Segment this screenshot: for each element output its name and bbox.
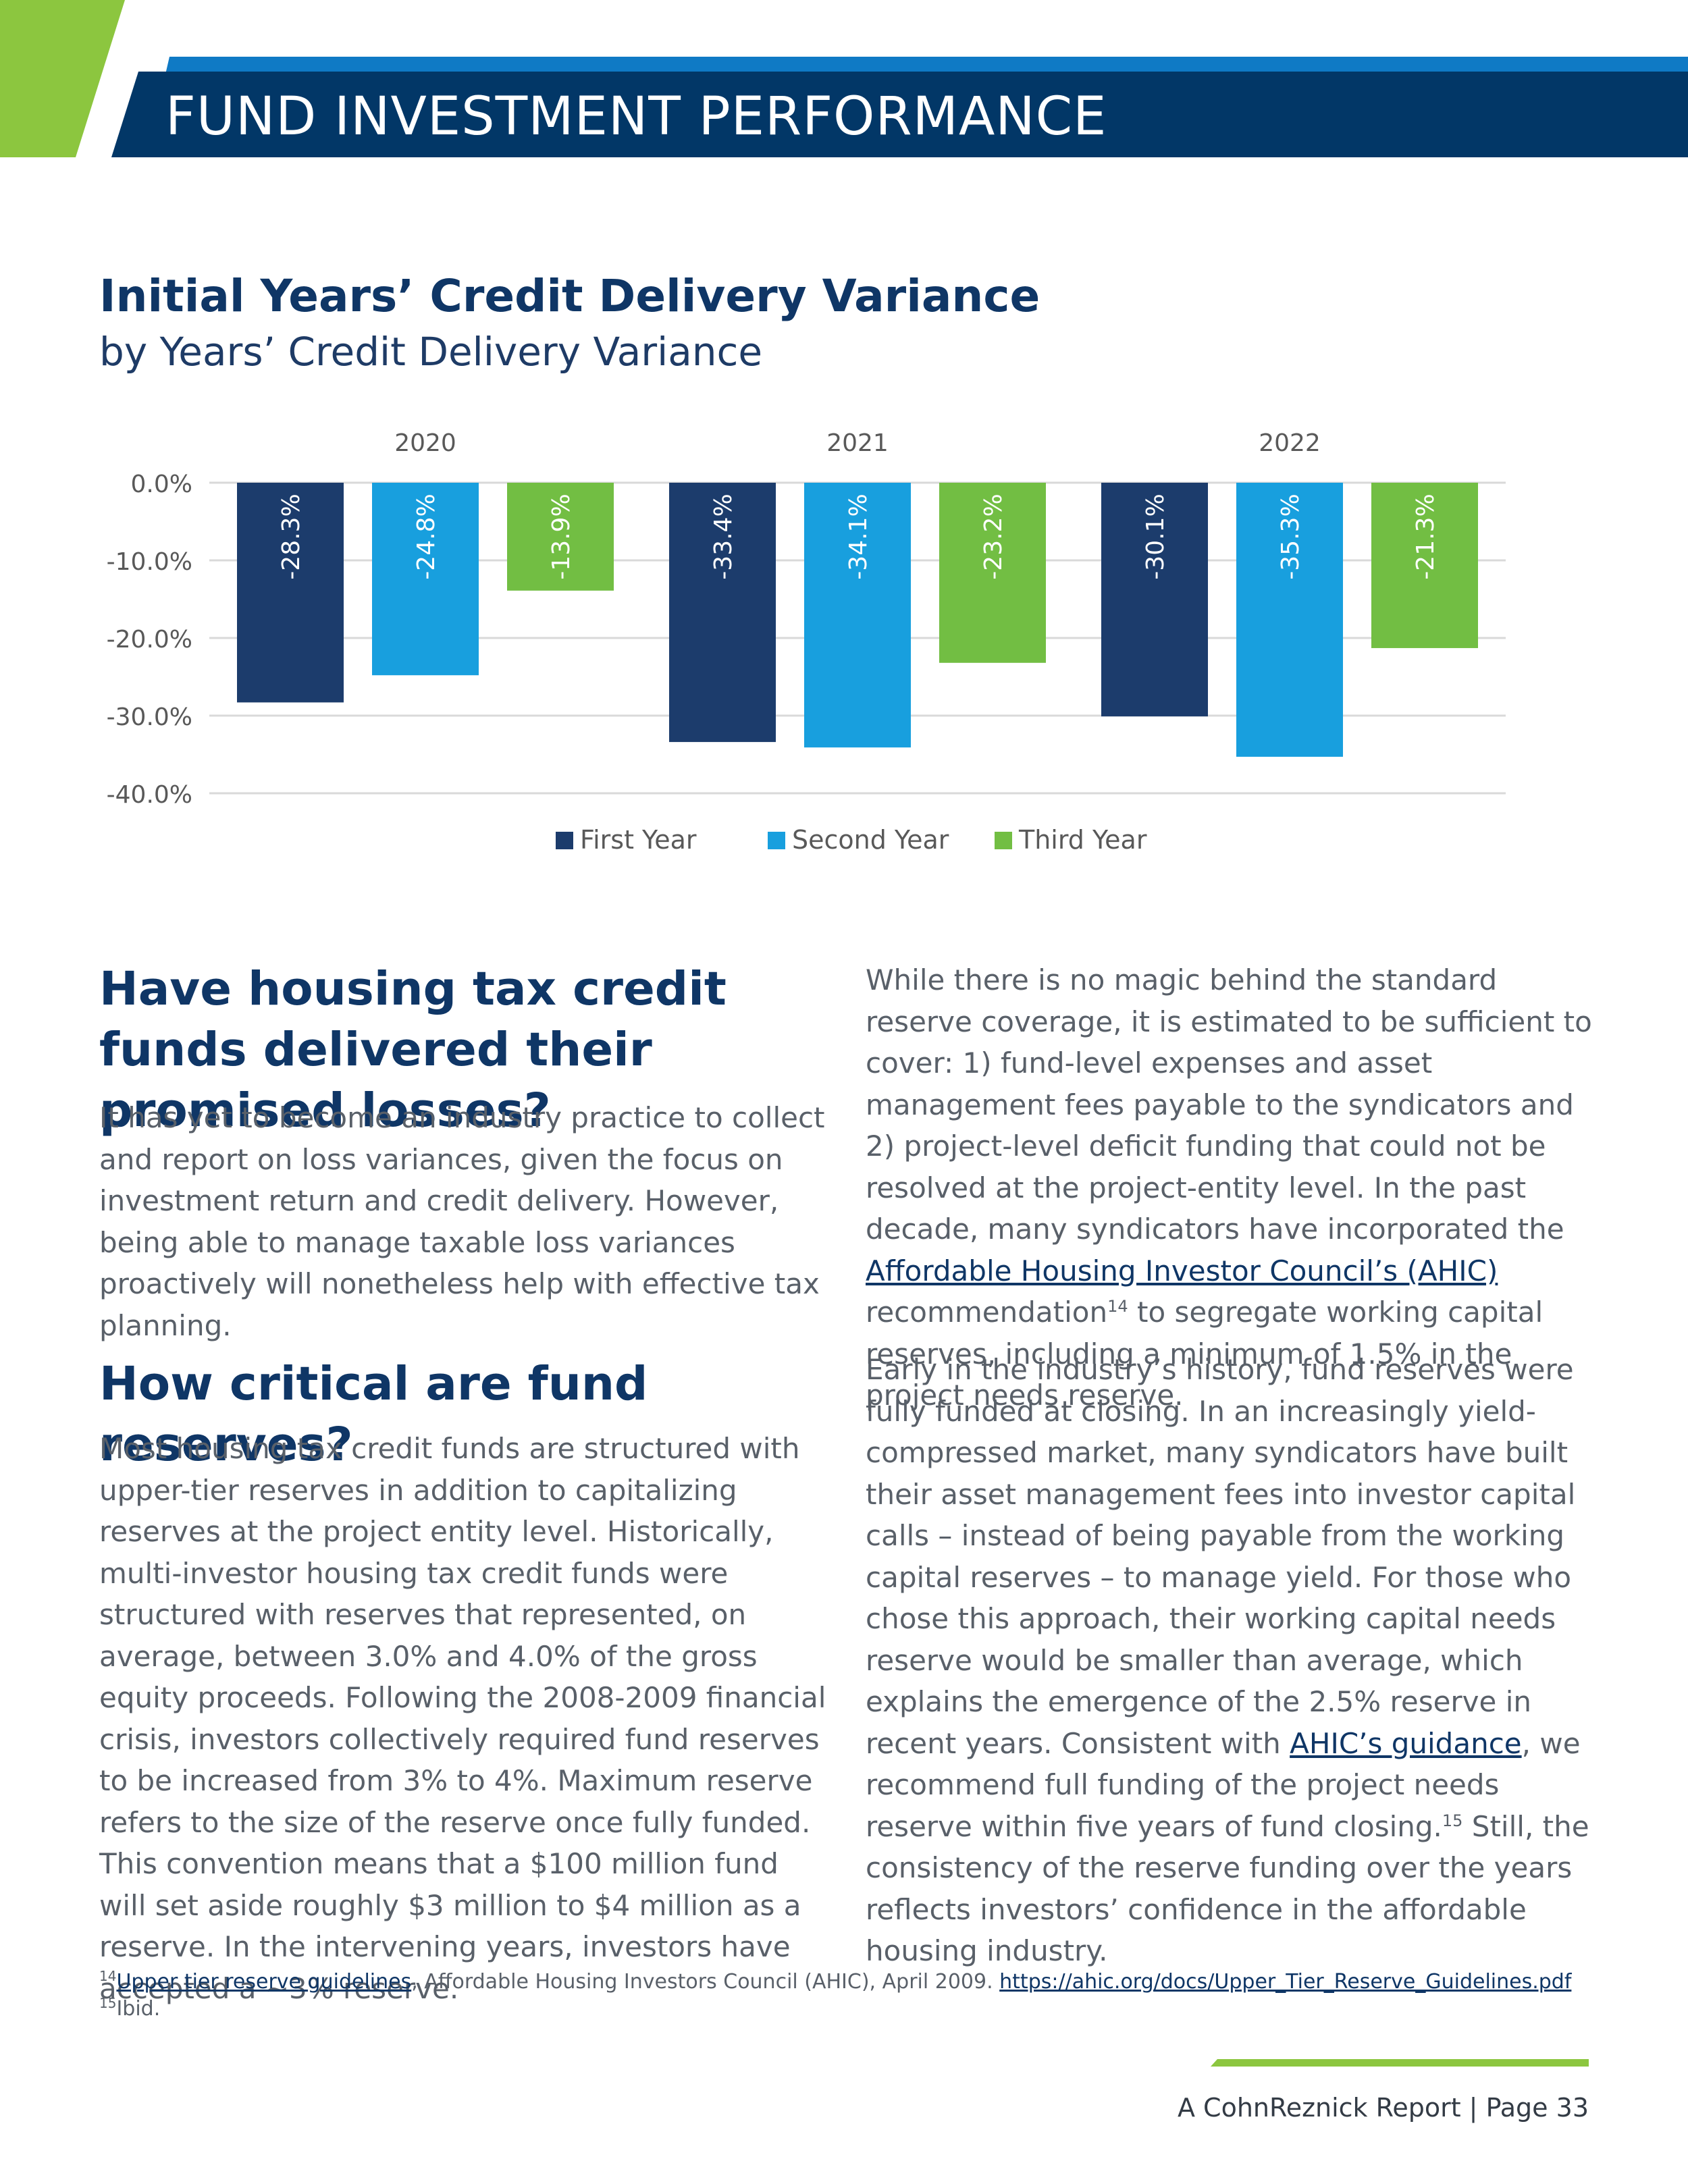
footnote-number: 15 <box>99 1995 117 2011</box>
bar <box>669 483 776 743</box>
ahic-guidance-link[interactable]: AHIC’s guidance <box>1290 1726 1522 1760</box>
legend-label: Second Year <box>792 825 949 855</box>
footnote-14: 14Upper tier reserve guidelines, Afforda… <box>99 1969 1571 1996</box>
legend-swatch <box>768 832 785 849</box>
bar <box>237 483 344 703</box>
bar <box>939 483 1046 663</box>
category-label: 2021 <box>826 429 889 457</box>
text-run: While there is no magic behind the stand… <box>866 963 1592 1246</box>
data-label: -24.8% <box>413 494 440 579</box>
footnote-ref-14: 14 <box>1107 1297 1128 1316</box>
legend-label: Third Year <box>1018 825 1147 855</box>
paragraph-industry-history: Early in the industry’s history, fund re… <box>866 1349 1595 1972</box>
question-heading-losses: Have housing tax credit funds delivered … <box>99 962 727 1138</box>
paragraph-reserve-coverage: While there is no magic behind the stand… <box>866 959 1595 1416</box>
data-label: -21.3% <box>1412 494 1440 579</box>
question-heading-reserves: How critical are fund reserves? <box>99 1357 648 1472</box>
y-tick-label: -20.0% <box>107 626 192 654</box>
text-run: , we recommend full funding of the proje… <box>866 1726 1581 1843</box>
paragraph-fund-reserves: Most housing tax credit funds are struct… <box>99 1432 826 2005</box>
y-tick-label: 0.0% <box>131 471 192 498</box>
y-tick-label: -30.0% <box>107 703 192 731</box>
footnote-ref-15: 15 <box>1442 1811 1463 1830</box>
data-label: -23.2% <box>980 494 1007 579</box>
data-label: -30.1% <box>1142 494 1169 579</box>
footnote-text: Ibid. <box>116 1997 161 2021</box>
footnote-15: 15Ibid. <box>99 1996 1571 2023</box>
paragraph-loss-variances: It has yet to become an industry practic… <box>99 1101 825 1342</box>
bar <box>372 483 479 676</box>
text-run: recommendation <box>866 1296 1108 1329</box>
header-blue-stripe <box>165 57 1688 74</box>
data-label: -35.3% <box>1277 494 1304 579</box>
text-run: Still, the consistency of the reserve fu… <box>866 1809 1589 1968</box>
footer-page-label: A CohnReznick Report | Page 33 <box>1177 2093 1589 2123</box>
reserve-guidelines-link[interactable]: Upper tier reserve guidelines <box>116 1970 412 1994</box>
footnote-number: 14 <box>99 1968 117 1984</box>
data-label: -34.1% <box>845 494 872 579</box>
bar <box>804 483 911 748</box>
data-label: -13.9% <box>548 494 575 579</box>
ahic-url-link[interactable]: https://ahic.org/docs/Upper_Tier_Reserve… <box>999 1970 1572 1994</box>
text-run: Early in the industry’s history, fund re… <box>866 1353 1576 1760</box>
category-label: 2022 <box>1259 429 1321 457</box>
chart-subtitle: by Years’ Credit Delivery Variance <box>99 329 763 375</box>
legend-swatch <box>556 832 573 849</box>
text-run: to segregate working capital reserves, i… <box>866 1296 1544 1412</box>
data-label: -28.3% <box>278 494 305 579</box>
header-band <box>111 72 1688 157</box>
legend-label: First Year <box>580 825 697 855</box>
bar <box>1371 483 1478 648</box>
credit-delivery-variance-chart: 0.0% -10.0% -20.0% -30.0% -40.0% 2020 -28.3% -2… <box>107 429 1506 855</box>
section-title: FUND INVESTMENT PERFORMANCE <box>165 86 1107 147</box>
bar <box>1236 483 1343 757</box>
y-tick-label: -40.0% <box>107 781 192 809</box>
category-label: 2020 <box>394 429 456 457</box>
footnotes: 14Upper tier reserve guidelines, Afforda… <box>99 1969 1571 2023</box>
legend-swatch <box>995 832 1012 849</box>
ahic-link[interactable]: Affordable Housing Investor Council’s (A… <box>866 1254 1498 1287</box>
data-label: -33.4% <box>710 494 737 579</box>
chart-title: Initial Years’ Credit Delivery Variance <box>99 270 1040 322</box>
bar <box>1101 483 1208 717</box>
y-tick-label: -10.0% <box>107 548 192 576</box>
bar <box>507 483 614 591</box>
green-accent-shape <box>0 0 125 157</box>
footer-rule <box>1211 2059 1589 2067</box>
footnote-text: , Affordable Housing Investors Council (… <box>411 1970 1000 1994</box>
